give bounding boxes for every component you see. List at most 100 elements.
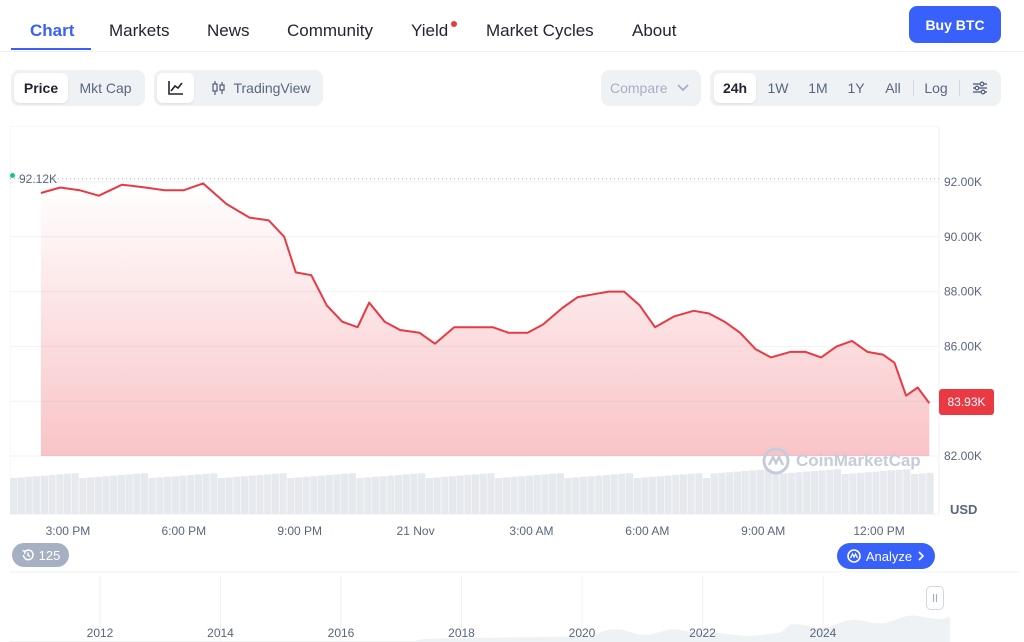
tab-community[interactable]: Community bbox=[287, 21, 373, 40]
history-badge[interactable]: 125 bbox=[12, 543, 69, 567]
volume-bar bbox=[33, 476, 41, 514]
volume-bar bbox=[672, 475, 680, 514]
volume-bar bbox=[787, 472, 795, 514]
y-tick-label: 92.00K bbox=[944, 175, 982, 189]
volume-bar bbox=[348, 473, 356, 514]
volume-bar bbox=[333, 474, 341, 514]
volume-bar bbox=[371, 476, 380, 514]
volume-bar bbox=[518, 476, 526, 514]
tab-market-cycles[interactable]: Market Cycles bbox=[486, 21, 594, 40]
volume-bar bbox=[910, 474, 919, 514]
volume-bar bbox=[94, 476, 102, 514]
volume-bar bbox=[618, 473, 626, 514]
tab-about[interactable]: About bbox=[632, 21, 677, 40]
volume-bar bbox=[418, 473, 426, 514]
history-count: 125 bbox=[38, 547, 61, 563]
tab-news[interactable]: News bbox=[207, 21, 250, 40]
volume-bar bbox=[564, 478, 572, 514]
range-24h[interactable]: 24h bbox=[714, 73, 756, 103]
volume-bar bbox=[780, 473, 788, 514]
range-1w[interactable]: 1W bbox=[767, 80, 789, 96]
volume-bar bbox=[849, 473, 857, 514]
price-toggle[interactable]: Price bbox=[14, 73, 68, 103]
line-chart-button[interactable] bbox=[157, 73, 194, 103]
chevron-right-icon bbox=[918, 551, 925, 561]
volume-bar bbox=[341, 473, 349, 514]
volume-bar bbox=[302, 476, 310, 514]
range-selector: 24h 1W 1M 1Y All Log bbox=[710, 70, 1001, 106]
high-marker bbox=[10, 173, 15, 178]
volume-bar bbox=[140, 473, 149, 514]
volume-bar bbox=[880, 471, 888, 514]
volume-bar bbox=[202, 473, 210, 514]
x-tick-label: 3:00 PM bbox=[46, 524, 91, 538]
volume-bar bbox=[810, 471, 818, 514]
volume-bar bbox=[495, 478, 503, 514]
volume-bar bbox=[587, 476, 595, 514]
tab-chart[interactable]: Chart bbox=[30, 21, 75, 40]
volume-bar bbox=[79, 478, 87, 514]
volume-bar bbox=[741, 471, 749, 514]
metric-toggle: Price Mkt Cap bbox=[11, 70, 145, 106]
volume-bar bbox=[225, 477, 233, 514]
analyze-label: Analyze bbox=[865, 548, 913, 564]
tradingview-button[interactable]: TradingView bbox=[202, 73, 320, 103]
log-toggle[interactable]: Log bbox=[924, 80, 948, 96]
chart-settings-button[interactable] bbox=[964, 73, 996, 103]
volume-bar bbox=[395, 475, 403, 514]
tab-markets[interactable]: Markets bbox=[109, 21, 170, 40]
volume-bar bbox=[726, 472, 734, 514]
volume-bar bbox=[40, 475, 48, 514]
volume-bar bbox=[233, 476, 241, 514]
tab-yield[interactable]: Yield bbox=[411, 21, 449, 40]
navigator-year-label: 2012 bbox=[87, 626, 114, 640]
x-tick-label: 3:00 AM bbox=[509, 524, 553, 538]
analyze-button[interactable]: Analyze bbox=[837, 543, 935, 569]
compare-dropdown[interactable]: Compare bbox=[601, 70, 701, 106]
volume-bar bbox=[602, 475, 611, 514]
buy-btc-button[interactable]: Buy BTC bbox=[909, 6, 1001, 43]
price-line bbox=[40, 182, 931, 404]
chevron-down-icon bbox=[677, 84, 689, 92]
volume-bar bbox=[387, 475, 395, 514]
volume-bar bbox=[887, 470, 895, 514]
x-tick-label: 9:00 PM bbox=[277, 524, 322, 538]
x-tick-label: 12:00 PM bbox=[853, 524, 904, 538]
volume-bar bbox=[710, 473, 718, 514]
volume-bar bbox=[110, 475, 118, 514]
watermark-text: CoinMarketCap bbox=[796, 451, 921, 470]
volume-bar bbox=[472, 474, 480, 514]
range-divider bbox=[913, 80, 914, 96]
x-tick-label: 6:00 PM bbox=[161, 524, 206, 538]
top-nav: Chart Markets News Community Yield Marke… bbox=[0, 0, 1024, 52]
grip-icon bbox=[932, 594, 938, 602]
line-chart-icon bbox=[167, 81, 183, 95]
y-tick-label: 90.00K bbox=[944, 230, 982, 244]
navigator-handle[interactable] bbox=[926, 586, 944, 610]
volume-bar bbox=[833, 469, 842, 514]
volume-bar bbox=[633, 478, 641, 514]
compare-label: Compare bbox=[610, 80, 668, 96]
range-1y[interactable]: 1Y bbox=[847, 80, 865, 96]
x-tick-label: 9:00 AM bbox=[741, 524, 785, 538]
volume-bar bbox=[102, 476, 110, 514]
range-1m[interactable]: 1M bbox=[808, 80, 828, 96]
mkt-cap-toggle[interactable]: Mkt Cap bbox=[79, 80, 132, 96]
range-all[interactable]: All bbox=[885, 80, 901, 96]
volume-bar bbox=[148, 478, 156, 514]
volume-bar bbox=[525, 475, 534, 514]
navigator-year-label: 2022 bbox=[689, 626, 716, 640]
settings-divider bbox=[959, 80, 960, 96]
volume-bar bbox=[649, 476, 657, 514]
volume-bar bbox=[533, 475, 541, 514]
x-tick-label: 21 Nov bbox=[397, 524, 435, 538]
volume-bar bbox=[857, 472, 865, 514]
volume-bar bbox=[318, 475, 326, 514]
volume-bar bbox=[826, 469, 834, 514]
volume-bar bbox=[795, 472, 803, 514]
volume-bar bbox=[156, 477, 164, 514]
current-price-tag: 83.93K bbox=[939, 389, 994, 415]
volume-bar bbox=[48, 475, 56, 514]
volume-bar bbox=[656, 476, 664, 514]
